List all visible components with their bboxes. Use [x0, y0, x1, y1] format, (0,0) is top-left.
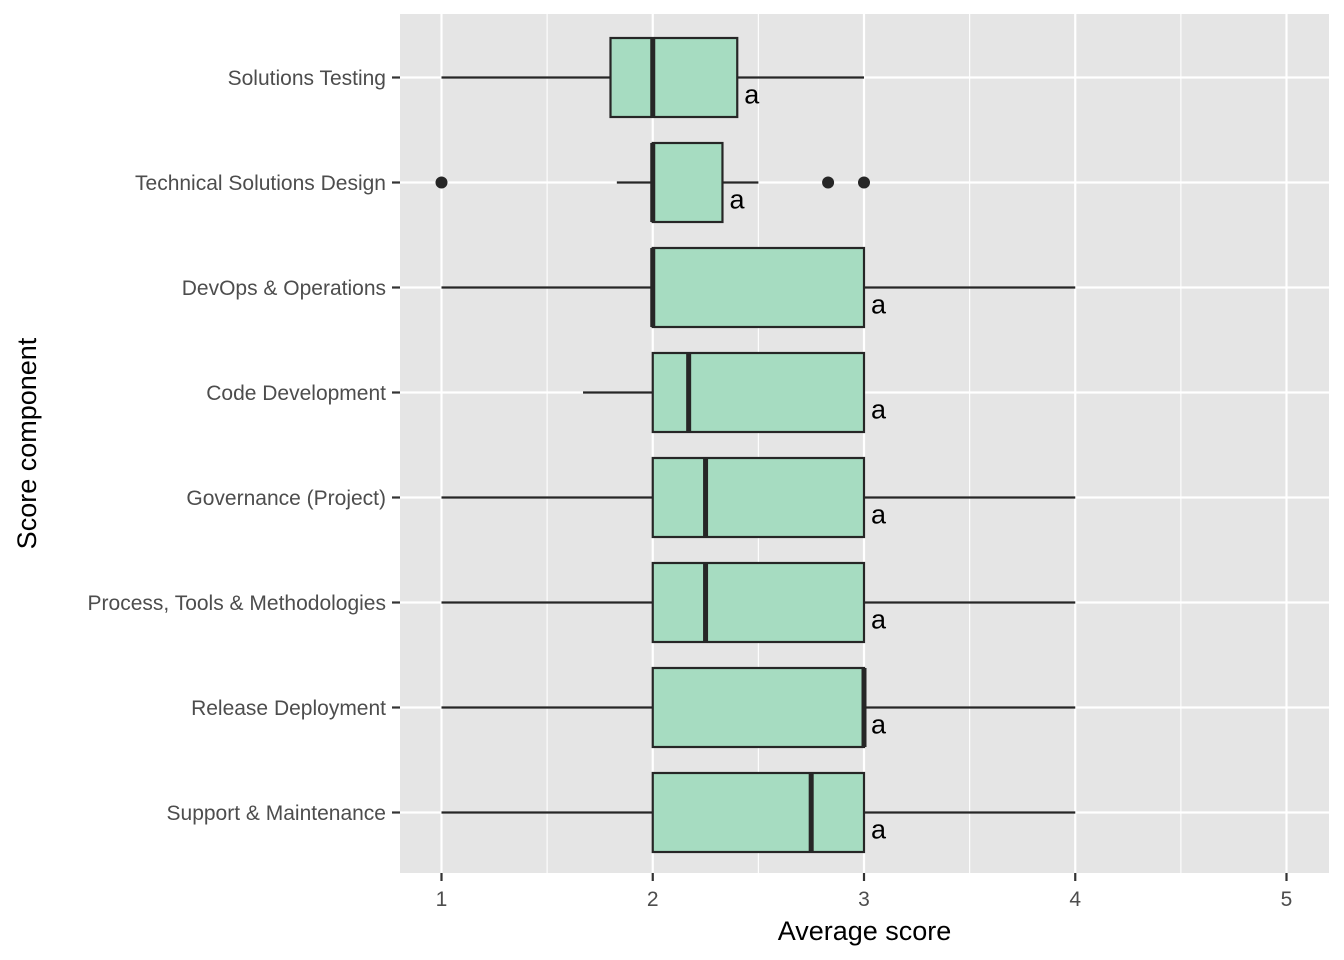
box-group: a — [441, 246, 1076, 329]
box-group: a — [441, 771, 1076, 854]
group-letter-label: a — [871, 500, 887, 530]
outlier-point — [435, 176, 448, 189]
y-tick-label: Code Development — [206, 382, 386, 405]
box — [609, 36, 739, 119]
box — [651, 456, 866, 539]
outlier-point — [822, 176, 835, 189]
group-letter-label: a — [871, 605, 887, 635]
x-tick-label: 4 — [1069, 888, 1081, 911]
y-tick-label: Release Deployment — [191, 697, 386, 720]
box-group: a — [441, 561, 1076, 644]
group-letter-label: a — [871, 395, 887, 425]
y-tick-label: Governance (Project) — [186, 487, 386, 510]
y-tick-label: Solutions Testing — [228, 67, 386, 90]
y-tick-label: DevOps & Operations — [182, 277, 386, 300]
box-group: a — [435, 141, 870, 224]
y-tick-label: Process, Tools & Methodologies — [88, 592, 386, 615]
outlier-point — [858, 176, 870, 189]
box — [651, 771, 866, 854]
box — [651, 246, 866, 329]
group-letter-label: a — [871, 290, 887, 320]
x-axis: 1 2 3 4 5 — [436, 873, 1293, 911]
y-axis-title: Score component — [12, 337, 42, 549]
group-letter-label: a — [871, 815, 887, 845]
group-letter-label: a — [744, 80, 760, 110]
x-tick-label: 3 — [858, 888, 870, 911]
y-tick-label: Technical Solutions Design — [135, 172, 386, 195]
box — [651, 351, 866, 434]
boxes: a a a a a a a a — [435, 36, 1076, 854]
box — [651, 666, 866, 749]
y-tick-label: Support & Maintenance — [167, 802, 386, 825]
x-axis-title: Average score — [778, 916, 952, 946]
box-group: a — [441, 36, 864, 119]
box-group: a — [583, 351, 887, 434]
box-group: a — [441, 456, 1076, 539]
x-tick-label: 2 — [647, 888, 659, 911]
box — [651, 561, 866, 644]
y-axis: Solutions Testing Technical Solutions Des… — [88, 67, 400, 825]
x-tick-label: 1 — [436, 888, 448, 911]
box-group: a — [441, 666, 1076, 749]
group-letter-label: a — [871, 710, 887, 740]
group-letter-label: a — [729, 185, 745, 215]
x-tick-label: 5 — [1281, 888, 1293, 911]
box — [651, 141, 724, 224]
